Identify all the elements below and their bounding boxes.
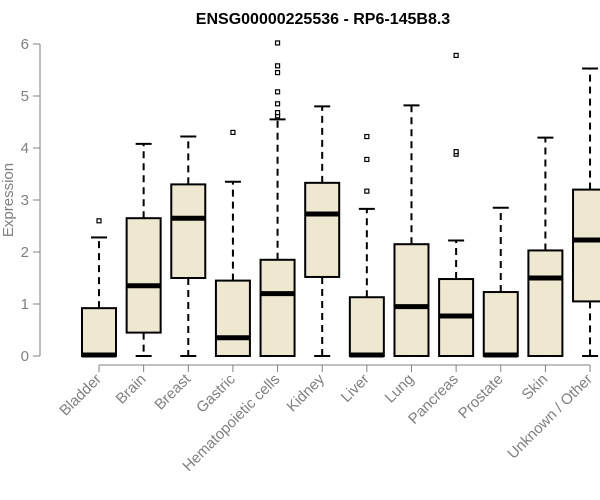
boxes [81,40,600,358]
x-tick-label: Liver [338,371,373,406]
outlier-point [364,133,370,140]
box-group [81,218,117,358]
box-group [482,206,519,358]
y-tick-label: 0 [21,348,29,365]
x-tick-label: Breast [151,370,194,413]
x-tick-label: Skin [519,371,552,404]
box-iqr [259,258,296,357]
y-tick-label: 2 [21,244,29,261]
box-iqr [393,243,430,357]
y-tick-label: 5 [21,88,29,105]
box-iqr [170,183,207,279]
x-tick-label: Bladder [56,371,105,420]
outlier-point [230,129,236,135]
outlier-point [453,149,459,155]
outlier-point [274,110,281,116]
box-iqr [81,307,117,358]
outlier-point [364,188,370,194]
box-group [259,40,296,357]
box-iqr [572,188,600,303]
box-group [572,67,600,357]
box-group [214,129,251,358]
x-tick-label: Unknown / Other [504,371,596,463]
box-iqr [304,181,341,278]
y-tick-label: 6 [21,36,29,53]
x-tick-label: Kidney [284,370,329,415]
box-iqr [482,291,519,358]
outlier-point [274,63,281,69]
box-iqr [527,249,564,357]
x-tick-label: Lung [382,371,418,407]
chart-title: ENSG00000225536 - RP6-145B8.3 [196,11,450,28]
y-axis-label: Expression [0,163,17,237]
outlier-point [453,52,459,59]
box-iqr [348,296,385,357]
outlier-point [274,89,281,95]
box-group [438,52,475,358]
outlier-point [274,101,281,107]
outlier-point [274,69,281,76]
box-group [170,135,207,357]
box-group [125,142,162,357]
box-group [393,104,430,357]
y-tick-label: 4 [21,140,29,157]
box-group [304,105,341,357]
outlier-point [96,218,102,224]
y-tick-label: 3 [21,192,29,209]
x-tick-label: Brain [113,371,150,408]
y-tick-label: 1 [21,296,29,313]
box-iqr [214,279,251,358]
x-tick-label: Prostate [455,371,507,423]
box-group [348,133,385,358]
outlier-point [364,156,370,163]
outlier-point [274,40,281,46]
box-group [527,136,564,357]
box-iqr [125,217,162,334]
